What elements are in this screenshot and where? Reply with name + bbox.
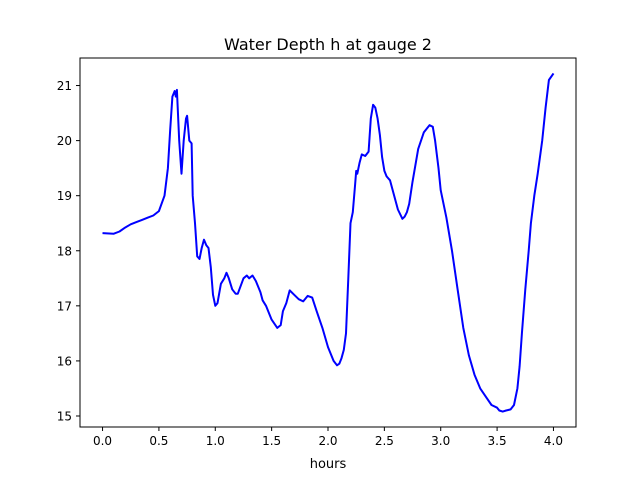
x-tick-label: 4.0 bbox=[544, 434, 563, 448]
x-tick-label: 1.5 bbox=[262, 434, 281, 448]
y-tick-label: 21 bbox=[57, 79, 72, 93]
x-tick-label: 2.0 bbox=[318, 434, 337, 448]
chart-title: Water Depth h at gauge 2 bbox=[224, 35, 432, 54]
y-axis-ticks: 15 16 17 18 19 20 21 bbox=[57, 79, 80, 423]
x-axis-label: hours bbox=[310, 457, 347, 472]
y-tick-label: 17 bbox=[57, 299, 72, 313]
x-tick-label: 3.0 bbox=[431, 434, 450, 448]
y-tick-label: 15 bbox=[57, 409, 72, 423]
y-tick-label: 18 bbox=[57, 244, 72, 258]
series-line-0 bbox=[102, 72, 555, 413]
x-tick-label: 0.5 bbox=[149, 434, 168, 448]
x-tick-label: 3.5 bbox=[488, 434, 507, 448]
plot-layer bbox=[102, 72, 555, 413]
y-tick-label: 19 bbox=[57, 189, 72, 203]
x-tick-label: 0.0 bbox=[93, 434, 112, 448]
x-tick-label: 1.0 bbox=[206, 434, 225, 448]
x-tick-label: 2.5 bbox=[375, 434, 394, 448]
y-tick-label: 16 bbox=[57, 354, 72, 368]
y-tick-label: 20 bbox=[57, 134, 72, 148]
x-axis-ticks: 0.0 0.5 1.0 1.5 2.0 2.5 3.0 3.5 4.0 bbox=[93, 427, 563, 448]
